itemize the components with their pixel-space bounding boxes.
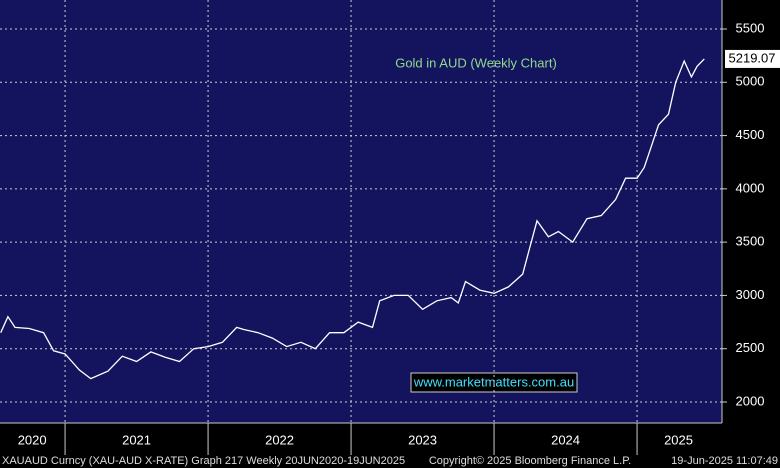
- x-tick-label: 2021: [122, 432, 151, 447]
- x-tick-label: 2025: [664, 432, 693, 447]
- y-tick-label: 5000: [736, 74, 765, 89]
- watermark: www.marketmatters.com.au: [413, 374, 574, 389]
- y-tick-label: 3000: [736, 287, 765, 302]
- y-tick-label: 5500: [736, 20, 765, 35]
- last-price-label: 5219.07: [729, 50, 776, 65]
- y-tick-label: 4500: [736, 127, 765, 142]
- last-price-box: [725, 49, 780, 68]
- x-tick-label: 2022: [265, 432, 294, 447]
- y-tick-label: 2500: [736, 340, 765, 355]
- chart-title: Gold in AUD (Weekly Chart): [395, 55, 557, 70]
- x-tick-label: 2023: [408, 432, 437, 447]
- plot-area: [0, 0, 722, 423]
- y-tick-label: 3500: [736, 234, 765, 249]
- y-tick-label: 4000: [736, 180, 765, 195]
- footer: Copyright© 2025 Bloomberg Finance L.P.: [429, 455, 631, 467]
- x-tick-label: 2020: [18, 432, 47, 447]
- footer: 19-Jun-2025 11:07:49: [671, 455, 778, 467]
- y-tick-label: 2000: [736, 393, 765, 408]
- footer: XAUAUD Curncy (XAU-AUD X-RATE) Graph 217…: [2, 455, 405, 467]
- price-line: [0, 58, 705, 380]
- x-tick-label: 2024: [551, 432, 580, 447]
